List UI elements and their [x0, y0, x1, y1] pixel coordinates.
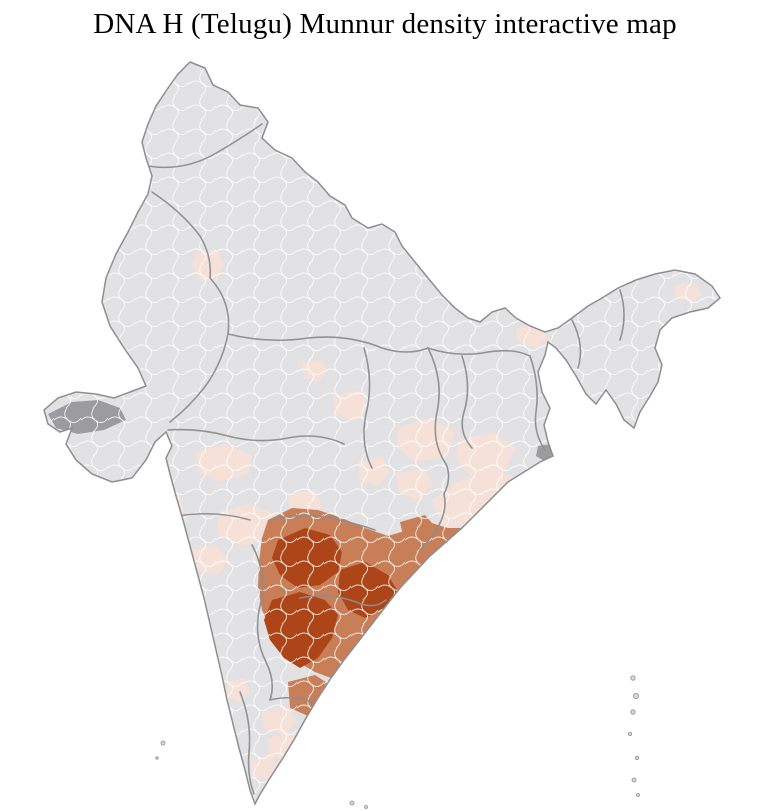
island[interactable] [349, 800, 355, 806]
lakshadweep-island[interactable] [155, 756, 159, 760]
island-group [155, 675, 640, 809]
nicobar-island[interactable] [635, 756, 640, 761]
nicobar-island[interactable] [631, 777, 637, 783]
island[interactable] [364, 805, 368, 809]
andaman-island[interactable] [630, 709, 636, 715]
andaman-island[interactable] [630, 675, 636, 681]
andaman-island[interactable] [633, 693, 640, 700]
andaman-island[interactable] [628, 732, 633, 737]
lakshadweep-island[interactable] [160, 740, 166, 746]
india-landmass[interactable] [44, 62, 720, 804]
nicobar-island[interactable] [636, 793, 640, 797]
map-title: DNA H (Telugu) Munnur density interactiv… [93, 8, 677, 40]
